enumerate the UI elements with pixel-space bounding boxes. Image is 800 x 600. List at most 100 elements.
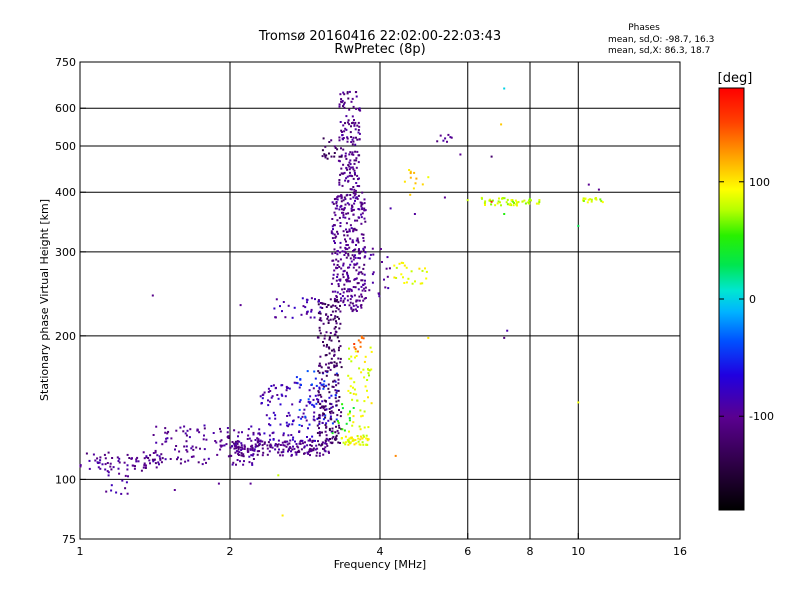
data-point <box>288 414 291 417</box>
data-point <box>217 482 220 485</box>
data-point <box>235 446 238 449</box>
data-point <box>330 230 333 233</box>
data-point <box>500 204 502 207</box>
data-point <box>201 463 204 466</box>
data-point <box>343 269 346 272</box>
data-point <box>331 432 334 435</box>
data-point <box>248 455 251 458</box>
data-point <box>354 173 356 176</box>
data-point <box>186 450 189 453</box>
data-point <box>197 461 200 464</box>
data-point <box>310 308 313 311</box>
data-point <box>276 444 279 446</box>
data-point <box>350 166 353 169</box>
data-point <box>365 434 368 437</box>
data-point <box>318 452 321 455</box>
data-point <box>352 121 355 124</box>
data-point <box>359 428 362 431</box>
data-point <box>338 216 341 219</box>
data-point <box>344 198 347 201</box>
data-point <box>336 219 339 222</box>
data-point <box>336 276 339 278</box>
data-point <box>340 154 343 157</box>
data-point <box>336 291 339 294</box>
data-point <box>346 121 349 124</box>
data-point <box>354 350 357 353</box>
data-point <box>339 222 342 224</box>
data-point <box>360 285 363 288</box>
data-point <box>112 466 115 469</box>
data-point <box>330 410 333 413</box>
data-point <box>357 440 360 443</box>
data-point <box>281 441 284 444</box>
data-point <box>418 267 421 270</box>
data-point <box>393 276 396 279</box>
data-point <box>351 439 354 442</box>
data-point <box>336 264 339 266</box>
data-point <box>317 391 320 394</box>
data-point <box>340 147 342 150</box>
data-point <box>586 201 589 204</box>
data-point <box>269 444 272 447</box>
data-point <box>335 400 338 403</box>
data-point <box>357 241 360 244</box>
data-point <box>350 436 353 439</box>
data-point <box>357 121 360 124</box>
data-point <box>329 368 332 371</box>
data-point <box>262 451 265 454</box>
data-point <box>349 151 352 154</box>
data-point <box>334 305 337 307</box>
data-point <box>595 198 598 201</box>
data-point <box>240 446 243 449</box>
data-point <box>325 443 328 445</box>
data-point <box>334 373 337 376</box>
data-point <box>322 407 325 410</box>
data-point <box>353 346 356 349</box>
data-point <box>325 331 328 334</box>
data-point <box>356 262 359 265</box>
data-point <box>360 279 363 282</box>
data-point <box>345 441 347 444</box>
data-point <box>242 463 245 466</box>
data-point <box>351 254 354 257</box>
data-point <box>366 379 369 381</box>
data-point <box>258 450 261 453</box>
data-point <box>305 312 308 315</box>
data-point <box>324 446 327 449</box>
data-point <box>250 454 253 457</box>
data-point <box>590 198 593 201</box>
data-point <box>341 131 343 133</box>
data-point <box>343 93 346 96</box>
data-point <box>334 431 337 434</box>
y-tick-label: 600 <box>55 102 76 115</box>
colorbar-title: [deg] <box>718 71 753 86</box>
data-point <box>342 216 345 219</box>
data-point <box>342 199 345 202</box>
data-point <box>170 437 173 440</box>
data-point <box>328 352 331 355</box>
data-point <box>336 198 339 201</box>
data-point <box>347 280 350 283</box>
data-point <box>272 438 275 441</box>
data-point <box>346 248 349 251</box>
data-point <box>293 306 296 309</box>
data-point <box>258 443 261 446</box>
data-point <box>346 234 349 237</box>
data-point <box>345 422 348 425</box>
data-point <box>271 432 274 435</box>
x-tick-label: 10 <box>571 545 585 558</box>
data-point <box>338 208 341 211</box>
data-point <box>497 200 500 203</box>
data-point <box>227 437 230 439</box>
data-point <box>427 176 430 179</box>
data-point <box>346 92 349 95</box>
data-point <box>243 460 245 463</box>
data-point <box>110 489 113 492</box>
data-point <box>326 438 329 441</box>
data-point <box>143 462 146 465</box>
data-point <box>118 461 121 464</box>
data-point <box>151 294 154 297</box>
data-point <box>360 205 363 208</box>
data-point <box>282 448 285 451</box>
data-point <box>326 370 329 373</box>
